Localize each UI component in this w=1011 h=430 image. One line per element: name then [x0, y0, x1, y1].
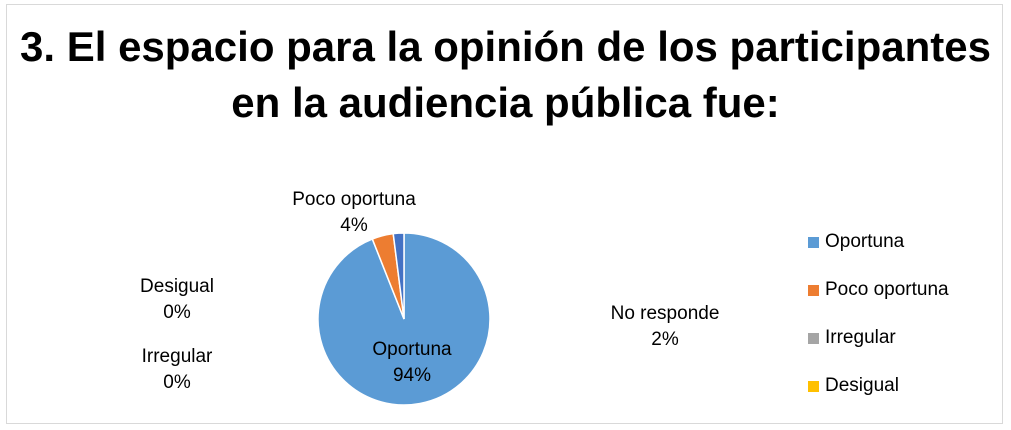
chart-title: 3. El espacio para la opinión de los par…	[20, 23, 991, 126]
data-label-value: 94%	[393, 365, 431, 386]
legend-label: Desigual	[825, 375, 899, 396]
pie-slices	[317, 232, 491, 406]
data-label-category: Oportuna	[372, 339, 452, 360]
legend-label: Oportuna	[825, 231, 905, 252]
legend-item-desigual: Desigual	[808, 374, 899, 398]
legend-item-poco-oportuna: Poco oportuna	[808, 278, 949, 302]
legend-item-oportuna: Oportuna	[808, 230, 904, 254]
legend-swatch	[808, 380, 819, 392]
legend-label: Poco oportuna	[825, 279, 949, 300]
data-label-desigual: Desigual 0%	[140, 276, 214, 323]
data-label-irregular: Irregular 0%	[142, 346, 213, 393]
legend-swatch	[808, 236, 819, 248]
data-label-oportuna: Oportuna 94%	[372, 339, 452, 386]
data-label-value: 0%	[163, 302, 191, 323]
data-label-category: Poco oportuna	[292, 189, 416, 210]
data-label-category: No responde	[611, 303, 720, 324]
data-label-category: Irregular	[142, 346, 213, 367]
data-label-poco-oportuna: Poco oportuna 4%	[292, 189, 416, 236]
data-label-value: 4%	[340, 215, 368, 236]
legend-swatch	[808, 332, 819, 344]
legend-item-irregular: Irregular	[808, 326, 896, 350]
legend-label: Irregular	[825, 327, 896, 348]
data-label-category: Desigual	[140, 276, 214, 297]
legend-swatch	[808, 284, 819, 296]
chart-area: 3. El espacio para la opinión de los par…	[6, 4, 1003, 424]
data-label-no-responde: No responde 2%	[611, 303, 720, 350]
pie-slice-no-responde	[392, 232, 405, 320]
data-label-value: 2%	[651, 329, 679, 350]
data-label-value: 0%	[163, 372, 191, 393]
